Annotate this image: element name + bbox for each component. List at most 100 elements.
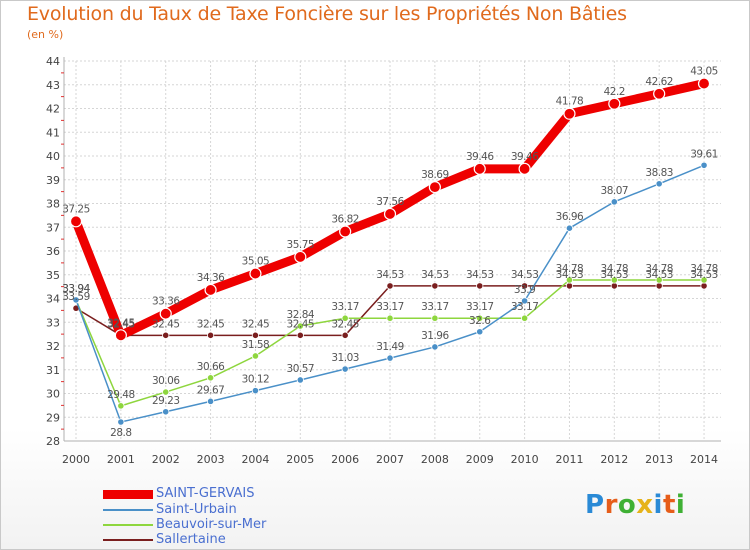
x-tick-label: 2000 bbox=[62, 453, 90, 466]
x-tick-label: 2012 bbox=[600, 453, 628, 466]
y-tick-label: 35 bbox=[46, 269, 60, 282]
data-point bbox=[383, 207, 397, 221]
data-point bbox=[655, 282, 663, 290]
data-point bbox=[296, 376, 304, 384]
y-tick-label: 37 bbox=[46, 221, 60, 234]
data-point bbox=[565, 276, 574, 284]
data-label: 34.53 bbox=[421, 269, 449, 281]
y-tick-label: 43 bbox=[46, 79, 60, 92]
data-label: 32.45 bbox=[107, 317, 135, 329]
data-point bbox=[341, 331, 349, 339]
data-point bbox=[386, 354, 394, 362]
data-label: 30.57 bbox=[287, 363, 315, 375]
legend-label: Sallertaine bbox=[156, 532, 226, 547]
data-label: 36.82 bbox=[331, 214, 359, 226]
legend-swatch bbox=[103, 509, 153, 511]
data-label: 32.45 bbox=[287, 318, 315, 330]
data-point bbox=[249, 267, 262, 280]
data-point bbox=[162, 331, 170, 339]
logo-letter: i bbox=[675, 490, 686, 520]
data-point bbox=[473, 162, 486, 175]
data-label: 33.17 bbox=[511, 301, 539, 313]
data-label: 31.49 bbox=[376, 341, 404, 353]
data-label: 37.56 bbox=[376, 196, 404, 208]
data-label: 29.23 bbox=[152, 395, 180, 407]
data-point bbox=[428, 181, 441, 194]
data-label: 32.45 bbox=[242, 318, 270, 330]
data-label: 34.36 bbox=[197, 272, 225, 284]
data-point bbox=[251, 331, 260, 339]
data-point bbox=[117, 402, 125, 410]
legend-label: Beauvoir-sur-Mer bbox=[156, 517, 267, 532]
data-label: 32.45 bbox=[197, 318, 225, 330]
data-point bbox=[697, 77, 711, 90]
x-tick-label: 2004 bbox=[241, 453, 269, 466]
data-label: 34.53 bbox=[690, 269, 718, 281]
data-label: 38.07 bbox=[601, 185, 629, 197]
chart-title: Evolution du Taux de Taxe Foncière sur l… bbox=[27, 3, 627, 25]
data-point bbox=[204, 283, 217, 297]
data-label: 33.9 bbox=[514, 284, 535, 296]
data-label: 32.84 bbox=[287, 309, 315, 321]
x-tick-label: 2001 bbox=[107, 453, 135, 466]
data-point bbox=[296, 331, 304, 339]
logo-letter: x bbox=[636, 490, 654, 520]
y-tick-label: 28 bbox=[46, 435, 60, 448]
data-label: 31.58 bbox=[242, 339, 270, 351]
data-point bbox=[653, 87, 666, 100]
x-tick-label: 2007 bbox=[376, 453, 404, 466]
data-point bbox=[341, 314, 349, 322]
data-point bbox=[520, 314, 529, 322]
data-label: 31.96 bbox=[421, 330, 449, 342]
y-tick-label: 30 bbox=[46, 388, 60, 401]
data-point bbox=[476, 282, 484, 290]
data-point bbox=[700, 282, 708, 290]
y-tick-label: 33 bbox=[46, 316, 60, 329]
data-point bbox=[565, 224, 574, 232]
data-point bbox=[206, 331, 215, 339]
data-label: 30.66 bbox=[197, 361, 225, 373]
data-point bbox=[476, 328, 484, 336]
y-tick-label: 29 bbox=[46, 411, 60, 424]
y-tick-label: 32 bbox=[46, 340, 60, 353]
y-tick-label: 44 bbox=[46, 55, 60, 68]
data-point bbox=[117, 418, 125, 426]
legend-label: SAINT-GERVAIS bbox=[156, 486, 255, 501]
data-label: 33.17 bbox=[376, 301, 404, 313]
data-label: 39.61 bbox=[690, 148, 718, 160]
data-point bbox=[386, 282, 394, 290]
y-tick-label: 40 bbox=[46, 150, 60, 163]
data-label: 30.06 bbox=[152, 375, 180, 387]
data-label: 34.78 bbox=[645, 263, 673, 275]
data-label: 43.05 bbox=[690, 66, 718, 78]
x-tick-label: 2003 bbox=[197, 453, 225, 466]
data-point bbox=[520, 297, 529, 305]
data-point bbox=[341, 365, 349, 373]
data-point bbox=[386, 314, 394, 322]
data-label: 35.05 bbox=[242, 256, 270, 268]
x-tick-label: 2011 bbox=[555, 453, 583, 466]
logo-letter: o bbox=[617, 490, 637, 520]
data-point bbox=[206, 374, 215, 382]
data-label: 31.03 bbox=[331, 352, 359, 364]
data-label: 42.2 bbox=[604, 86, 625, 98]
data-point bbox=[565, 282, 574, 290]
data-label: 39.46 bbox=[466, 151, 494, 163]
data-label: 32.6 bbox=[469, 315, 491, 327]
data-label: 33.59 bbox=[62, 291, 90, 303]
data-label: 34.78 bbox=[601, 263, 629, 275]
logo-letter: i bbox=[653, 490, 663, 520]
proxiti-logo: Proxiti bbox=[585, 490, 685, 520]
data-point bbox=[610, 276, 618, 284]
data-point bbox=[563, 107, 576, 120]
data-label: 34.53 bbox=[645, 269, 673, 281]
y-tick-label: 34 bbox=[46, 293, 60, 306]
logo-letter: P bbox=[585, 490, 605, 520]
data-label: 39.46 bbox=[511, 151, 539, 163]
data-point bbox=[431, 314, 439, 322]
x-tick-label: 2006 bbox=[331, 453, 359, 466]
y-axis-unit-label: (en %) bbox=[27, 28, 64, 41]
data-point bbox=[431, 282, 439, 290]
data-point bbox=[294, 250, 307, 264]
